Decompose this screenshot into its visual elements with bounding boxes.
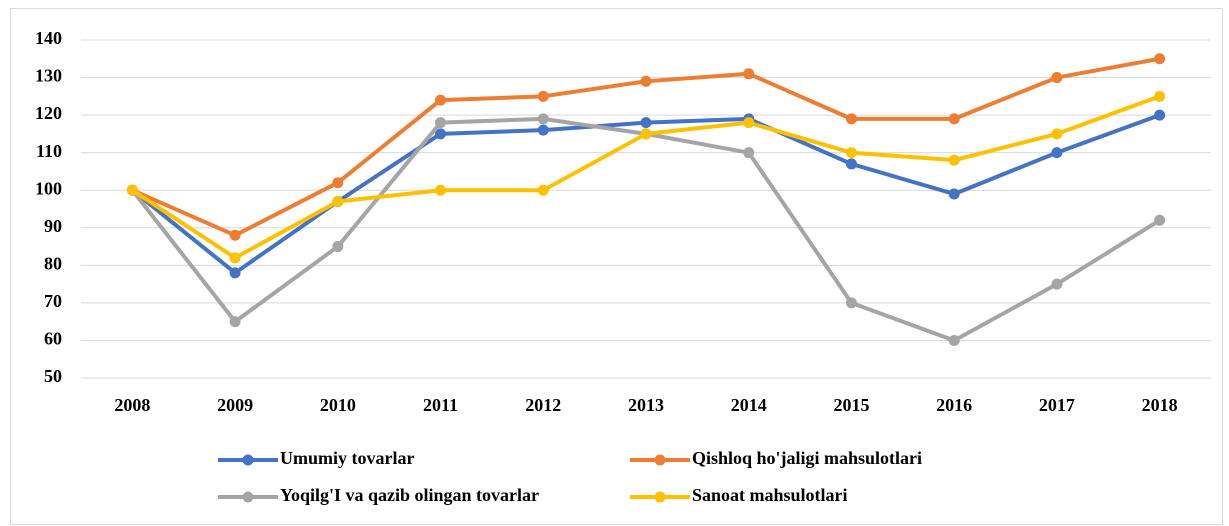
chart-frame (10, 8, 1223, 525)
data-point (1051, 128, 1063, 140)
data-point (332, 195, 344, 207)
data-point (537, 124, 549, 136)
data-point (845, 113, 857, 125)
data-point (1051, 278, 1063, 290)
x-tick-label: 2016 (936, 395, 972, 415)
legend-marker (242, 454, 254, 466)
y-tick-label: 100 (35, 178, 62, 198)
y-tick-label: 140 (35, 28, 62, 48)
data-point (640, 75, 652, 87)
data-point (845, 297, 857, 309)
legend-label: Sanoat mahsulotlari (692, 485, 848, 505)
data-point (948, 113, 960, 125)
data-point (948, 154, 960, 166)
x-tick-label: 2013 (628, 395, 664, 415)
data-point (1154, 109, 1166, 121)
data-point (640, 117, 652, 129)
data-point (435, 128, 447, 140)
data-point (435, 94, 447, 106)
data-point (1154, 53, 1166, 65)
x-tick-label: 2014 (731, 395, 767, 415)
data-point (1051, 147, 1063, 159)
legend-label: Yoqilg'I va qazib olingan tovarlar (280, 485, 539, 505)
data-point (1051, 72, 1063, 84)
data-point (1154, 90, 1166, 102)
y-tick-label: 80 (44, 253, 62, 273)
legend-marker (654, 491, 666, 503)
data-point (845, 147, 857, 159)
x-tick-label: 2018 (1142, 395, 1178, 415)
data-point (948, 188, 960, 200)
data-point (845, 158, 857, 170)
data-point (435, 184, 447, 196)
x-tick-label: 2011 (423, 395, 458, 415)
y-tick-label: 90 (44, 216, 62, 236)
data-point (332, 241, 344, 253)
data-point (537, 90, 549, 102)
data-point (332, 177, 344, 189)
data-point (229, 252, 241, 264)
y-tick-label: 130 (35, 66, 62, 86)
data-point (229, 267, 241, 279)
data-point (435, 117, 447, 129)
data-point (537, 113, 549, 125)
data-point (537, 184, 549, 196)
x-tick-label: 2008 (114, 395, 150, 415)
y-tick-label: 50 (44, 366, 62, 386)
legend-marker (242, 491, 254, 503)
y-tick-label: 110 (36, 141, 62, 161)
data-point (743, 147, 755, 159)
data-point (948, 334, 960, 346)
x-tick-label: 2015 (833, 395, 869, 415)
legend-label: Umumiy tovarlar (280, 448, 414, 468)
y-tick-label: 60 (44, 329, 62, 349)
data-point (126, 184, 138, 196)
data-point (229, 316, 241, 328)
data-point (743, 68, 755, 80)
data-point (1154, 214, 1166, 226)
x-tick-label: 2010 (320, 395, 356, 415)
data-point (229, 229, 241, 241)
y-tick-label: 120 (35, 103, 62, 123)
legend-marker (654, 454, 666, 466)
data-point (640, 128, 652, 140)
x-tick-label: 2017 (1039, 395, 1075, 415)
x-tick-label: 2009 (217, 395, 253, 415)
y-tick-label: 70 (44, 291, 62, 311)
x-tick-label: 2012 (525, 395, 561, 415)
data-point (743, 117, 755, 129)
legend-label: Qishloq ho'jaligi mahsulotlari (692, 448, 922, 468)
